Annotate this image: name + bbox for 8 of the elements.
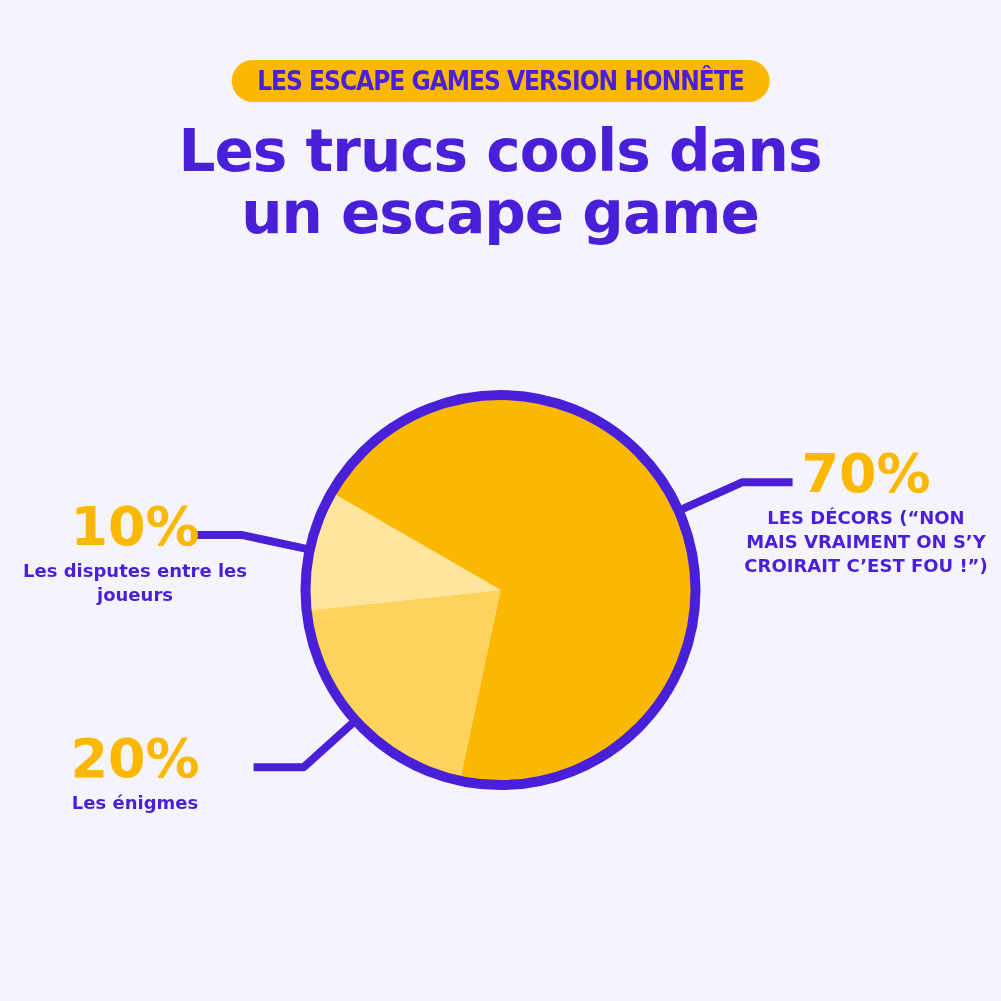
slice-label: Les énigmes [71, 792, 199, 814]
chart-title: Les trucs cools dans un escape game [177, 117, 823, 247]
chart-subtitle: LES ESCAPE GAMES VERSION HONNÊTE [231, 60, 770, 102]
slice-label: LES DÉCORS (“NON MAIS VRAIMENT ON S’Y CROIRAIT C’EST FOU !”) [744, 507, 988, 577]
data-label: 10% [70, 494, 200, 558]
slice-label: Les disputes entre les joueurs [23, 559, 247, 605]
data-label: 20% [70, 727, 200, 791]
data-label: 70% [801, 442, 931, 506]
